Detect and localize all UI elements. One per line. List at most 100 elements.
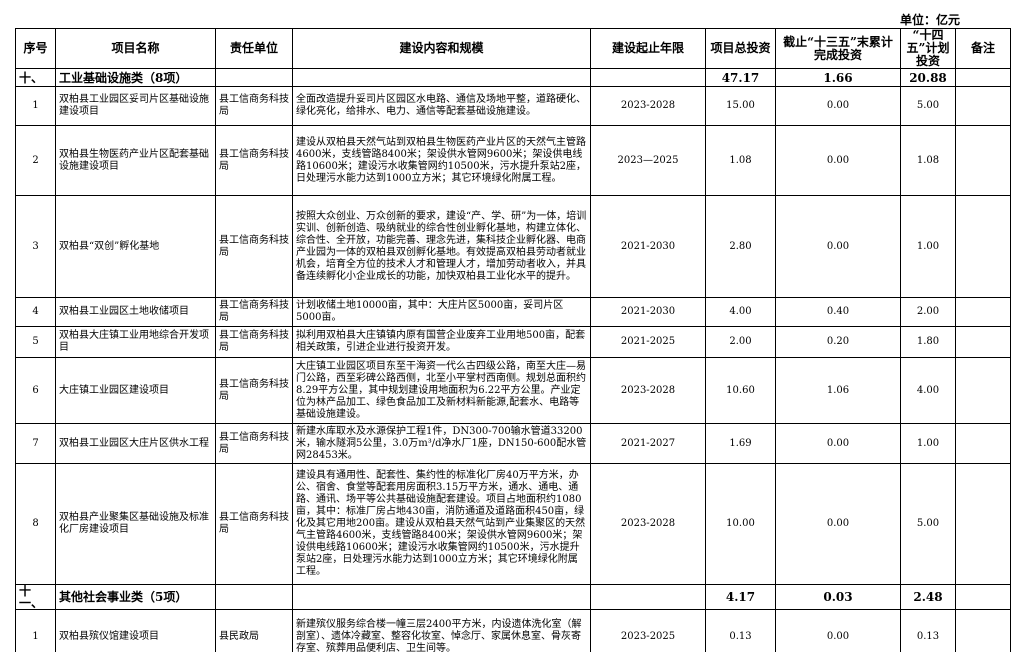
table-cell: 0.00	[775, 463, 901, 585]
table-cell: 4	[15, 297, 56, 327]
table-cell: 2021-2030	[590, 195, 706, 298]
table-cell: 双柏县工业园区妥司片区基础设施建设项目	[55, 86, 216, 126]
table-cell: 6	[15, 357, 56, 424]
table-cell: 建设具有通用性、配套性、集约性的标准化厂房40万平方米，办公、宿舍、食堂等配套用…	[292, 463, 591, 585]
header-cell: 序号	[15, 28, 56, 69]
table-cell: 2021-2027	[590, 423, 706, 464]
table-cell	[590, 68, 706, 87]
table-row: 十一、 其他社会事业类（5项） 4.17 0.03 2.48	[15, 584, 1011, 610]
table-cell: 新建殡仪服务综合楼一幢三层2400平方米，内设遗体洗化室（解剖室）、遗体冷藏室、…	[292, 609, 591, 652]
table-cell: 1.66	[775, 68, 901, 87]
table-row: 5 双柏县大庄镇工业用地综合开发项目 县工信商务科技局 拟利用双柏县大庄镇镇内原有国营…	[15, 326, 1011, 358]
table-cell	[292, 584, 591, 610]
table-cell: 0.20	[775, 326, 901, 358]
table-cell: 0.00	[775, 423, 901, 464]
table-cell: 双柏县“双创”孵化基地	[55, 195, 216, 298]
table-cell	[955, 326, 1011, 358]
table-cell: 县工信商务科技局	[215, 423, 293, 464]
table-cell: 20.88	[900, 68, 956, 87]
table-cell	[955, 423, 1011, 464]
investment-table: 序号 项目名称 责任单位 建设内容和规模 建设起止年限 项目总投资 截止“十三五”末累计完成…	[15, 28, 1011, 652]
table-row: 1 双柏县工业园区妥司片区基础设施建设项目 县工信商务科技局 全面改造提升妥司片区园区…	[15, 86, 1011, 126]
table-cell: 县工信商务科技局	[215, 125, 293, 196]
table-cell: 大庄镇工业园区项目东至干海资一代么古四级公路，南至大庄—易门公路，西至彩碑公路西…	[292, 357, 591, 424]
table-cell: 8	[15, 463, 56, 585]
table-cell	[955, 357, 1011, 424]
table-cell: 1.80	[900, 326, 956, 358]
table-row: 3 双柏县“双创”孵化基地 县工信商务科技局 按照大众创业、万众创新的要求，建设“产、…	[15, 195, 1011, 298]
table-cell: 双柏县工业园区土地收储项目	[55, 297, 216, 327]
table-cell: 0.40	[775, 297, 901, 327]
table-cell	[955, 297, 1011, 327]
table-cell: 0.03	[775, 584, 901, 610]
header-cell: 建设起止年限	[590, 28, 706, 69]
table-cell: 0.13	[900, 609, 956, 652]
table-cell: 工业基础设施类（8项）	[55, 68, 216, 87]
table-cell: 5.00	[900, 86, 956, 126]
table-cell: 10.60	[705, 357, 776, 424]
table-row: 2 双柏县生物医药产业片区配套基础设施建设项目 县工信商务科技局 建设从双柏县天然气站…	[15, 125, 1011, 196]
table-cell: 十、	[15, 68, 56, 87]
table-cell: 按照大众创业、万众创新的要求，建设“产、学、研”为一体，培训实训、创新创造、吸纳…	[292, 195, 591, 298]
unit-label: 单位：亿元	[899, 13, 960, 27]
table-cell: 县工信商务科技局	[215, 326, 293, 358]
table-cell: 0.00	[775, 86, 901, 126]
table-cell	[955, 609, 1011, 652]
table-cell	[955, 584, 1011, 610]
table-cell: 十一、	[15, 584, 56, 610]
table-row: 8 双柏县产业聚集区基础设施及标准化厂房建设项目 县工信商务科技局 建设具有通用性、配…	[15, 463, 1011, 585]
table-cell: 2023-2028	[590, 463, 706, 585]
table-cell	[955, 463, 1011, 585]
table-cell: 2.48	[900, 584, 956, 610]
table-cell: 1.08	[705, 125, 776, 196]
table-cell: 1.06	[775, 357, 901, 424]
table-cell: 2023—2025	[590, 125, 706, 196]
table-cell	[590, 584, 706, 610]
table-cell: 县工信商务科技局	[215, 195, 293, 298]
table-cell: 2021-2025	[590, 326, 706, 358]
header-cell: “十四五”计划投资	[900, 28, 956, 69]
table-cell	[215, 584, 293, 610]
table-cell	[292, 68, 591, 87]
table-cell: 1	[15, 609, 56, 652]
table-cell: 拟利用双柏县大庄镇镇内原有国营企业废弃工业用地500亩，配套相关政策，引进企业进…	[292, 326, 591, 358]
table-cell: 双柏县生物医药产业片区配套基础设施建设项目	[55, 125, 216, 196]
table-cell: 1.00	[900, 195, 956, 298]
table-cell: 5.00	[900, 463, 956, 585]
table-cell: 0.13	[705, 609, 776, 652]
table-cell: 县工信商务科技局	[215, 463, 293, 585]
table-cell: 2023-2028	[590, 86, 706, 126]
table-row: 1 双柏县殡仪馆建设项目 县民政局 新建殡仪服务综合楼一幢三层2400平方米，内设遗体…	[15, 609, 1011, 652]
table-cell: 2023-2025	[590, 609, 706, 652]
table-cell	[215, 68, 293, 87]
table-cell: 其他社会事业类（5项）	[55, 584, 216, 610]
table-cell: 15.00	[705, 86, 776, 126]
table-cell	[955, 125, 1011, 196]
table-cell	[955, 195, 1011, 298]
header-cell: 建设内容和规模	[292, 28, 591, 69]
table-cell: 2.80	[705, 195, 776, 298]
table-cell: 3	[15, 195, 56, 298]
table-cell: 县工信商务科技局	[215, 297, 293, 327]
table-cell: 2	[15, 125, 56, 196]
table-cell: 4.00	[900, 357, 956, 424]
table-cell: 县工信商务科技局	[215, 357, 293, 424]
table-cell	[955, 86, 1011, 126]
table-cell: 双柏县工业园区大庄片区供水工程	[55, 423, 216, 464]
table-cell: 4.00	[705, 297, 776, 327]
table-cell: 全面改造提升妥司片区园区水电路、通信及场地平整，道路硬化、绿化亮化，给排水、电力…	[292, 86, 591, 126]
table-cell: 1.00	[900, 423, 956, 464]
header-cell: 项目总投资	[705, 28, 776, 69]
table-cell: 双柏县大庄镇工业用地综合开发项目	[55, 326, 216, 358]
table-cell: 47.17	[705, 68, 776, 87]
table-cell: 计划收储土地10000亩，其中：大庄片区5000亩，妥司片区5000亩。	[292, 297, 591, 327]
table-cell	[955, 68, 1011, 87]
header-cell: 责任单位	[215, 28, 293, 69]
table-cell: 建设从双柏县天然气站到双柏县生物医药产业片区的天然气主管路4600米，支线管路8…	[292, 125, 591, 196]
table-cell: 县工信商务科技局	[215, 86, 293, 126]
table-cell: 4.17	[705, 584, 776, 610]
table-body: 十、 工业基础设施类（8项） 47.17 1.66 20.88 1 双柏县工业园区妥司片区基…	[15, 68, 1011, 652]
table-cell: 1.69	[705, 423, 776, 464]
table-cell: 1.08	[900, 125, 956, 196]
